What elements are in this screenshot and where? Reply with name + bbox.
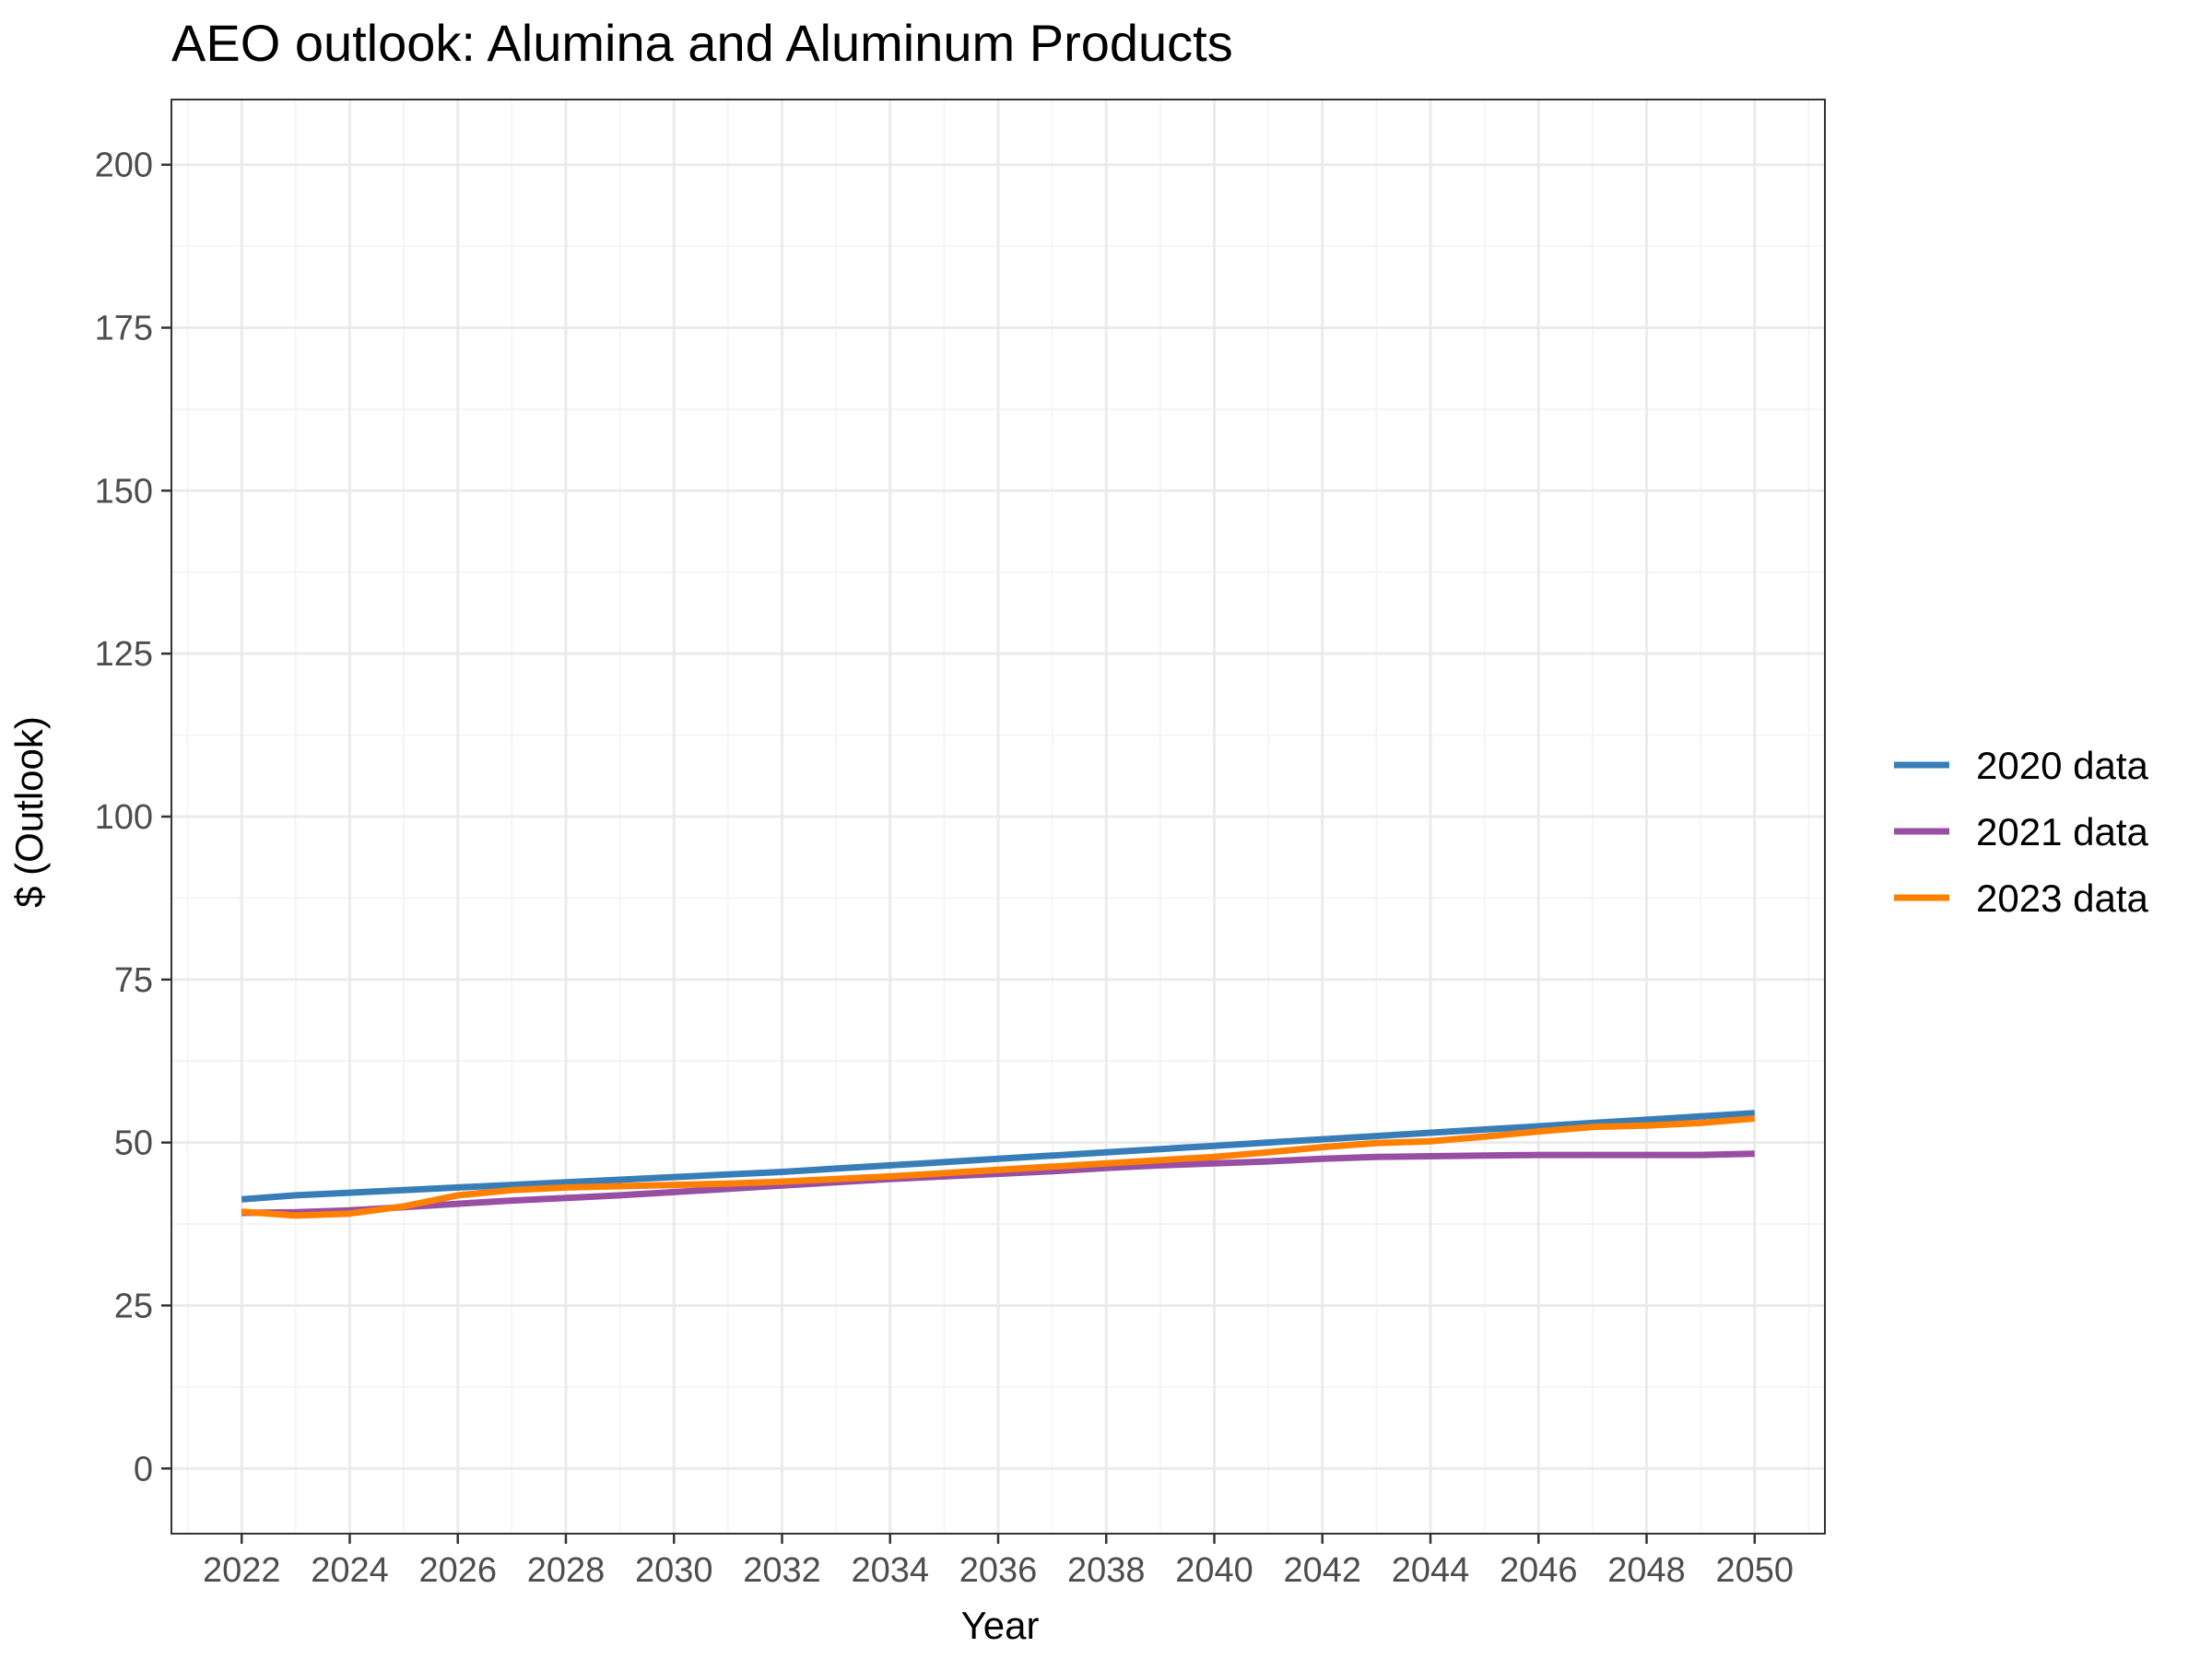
x-tick-label: 2024 [311,1551,389,1590]
x-tick-label: 2044 [1392,1551,1470,1590]
series-lines [241,1110,1756,1219]
y-tick-label: 25 [114,1287,153,1325]
series-line-2020-data [241,1110,1756,1203]
x-tick-label: 2038 [1067,1551,1146,1590]
y-tick-label: 150 [95,472,153,511]
x-tick-label: 2048 [1607,1551,1686,1590]
legend-label: 2020 data [1976,744,2148,787]
x-axis-label: Year [961,1604,1040,1647]
legend: 2020 data 2021 data 2023 data [1894,744,2148,920]
y-tick-label: 125 [95,635,153,674]
y-tick-label: 175 [95,310,153,348]
y-axis-label: $ (Outlook) [7,716,51,908]
x-tick-label: 2040 [1175,1551,1253,1590]
y-tick-label: 0 [134,1450,153,1488]
x-tick-label: 2032 [743,1551,821,1590]
x-tick-label: 2022 [203,1551,281,1590]
x-tick-label: 2036 [959,1551,1038,1590]
legend-label: 2021 data [1976,810,2148,853]
y-tick-label: 100 [95,798,153,837]
series-line-2023-data [241,1115,1756,1219]
x-tick-label: 2030 [635,1551,713,1590]
x-tick-label: 2050 [1716,1551,1794,1590]
x-tick-label: 2028 [527,1551,606,1590]
x-tick-label: 2046 [1500,1551,1578,1590]
x-tick-label: 2042 [1283,1551,1361,1590]
y-tick-label: 50 [114,1124,153,1163]
x-tick-label: 2026 [418,1551,497,1590]
x-axis: 2022 2024 2026 2028 2030 2032 2034 2036 2038 2040… [203,1534,1794,1590]
major-gridlines [171,100,1825,1534]
chart-title: AEO outlook: Alumina and Aluminum Produc… [171,14,1233,72]
legend-label: 2023 data [1976,877,2148,920]
y-tick-label: 200 [95,147,153,185]
series-line-2021-data [241,1150,1755,1217]
y-axis: 0 25 50 75 100 125 150 175 200 [95,147,171,1488]
x-tick-label: 2034 [851,1551,929,1590]
y-tick-label: 75 [114,961,153,1000]
